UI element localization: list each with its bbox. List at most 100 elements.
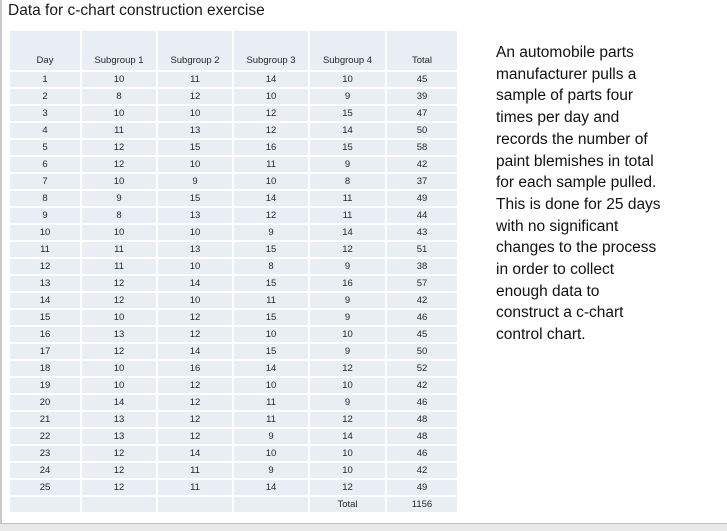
table-cell: 12: [310, 361, 385, 376]
table-cell: 11: [158, 480, 232, 495]
table-row: 21 13 12 11 12 48: [10, 412, 457, 427]
table-row: 7 10 9 10 8 37: [10, 174, 457, 189]
table-cell: 16: [10, 327, 80, 342]
table-cell: 15: [158, 140, 232, 155]
table-cell: 11: [10, 242, 80, 257]
table-cell: 15: [10, 310, 80, 325]
column-header: Subgroup 4: [310, 31, 385, 70]
table-body: 1 10 11 14 10 45 2 8 12 10 9 39 3 10 10 12 15 47 4 11 13 12 14…: [10, 72, 457, 495]
table-cell: 4: [10, 123, 80, 138]
table-cell: 48: [387, 412, 457, 427]
table-cell: 15: [234, 242, 308, 257]
table-cell: 46: [387, 446, 457, 461]
table-cell: 12: [158, 395, 232, 410]
table-cell: 11: [310, 208, 385, 223]
table-cell: 14: [234, 72, 308, 87]
table-cell: 10: [82, 361, 156, 376]
table-cell: 9: [310, 259, 385, 274]
table-cell: 10: [234, 174, 308, 189]
table-cell: 38: [387, 259, 457, 274]
table-cell: 13: [158, 242, 232, 257]
table-cell: 3: [10, 106, 80, 121]
table-cell: 12: [82, 276, 156, 291]
table-cell: 12: [82, 344, 156, 359]
table-cell: 11: [234, 395, 308, 410]
table-cell: 9: [158, 174, 232, 189]
table-row: 2 8 12 10 9 39: [10, 89, 457, 104]
table-cell: 9: [310, 344, 385, 359]
table-row: 17 12 14 15 9 50: [10, 344, 457, 359]
table-cell: 13: [158, 208, 232, 223]
table-row: 5 12 15 16 15 58: [10, 140, 457, 155]
table-cell: 44: [387, 208, 457, 223]
table-cell: 13: [82, 412, 156, 427]
table-cell: 12: [82, 446, 156, 461]
table-cell: 58: [387, 140, 457, 155]
table-row: 14 12 10 11 9 42: [10, 293, 457, 308]
horizontal-scrollbar-track[interactable]: [0, 523, 727, 531]
table-cell: 37: [387, 174, 457, 189]
table-cell: 50: [387, 123, 457, 138]
table-cell: 57: [387, 276, 457, 291]
page-title: Data for c-chart construction exercise: [8, 2, 265, 19]
table-cell: 12: [310, 412, 385, 427]
table-cell: 39: [387, 89, 457, 104]
table-cell: 13: [10, 276, 80, 291]
table-cell: 5: [10, 140, 80, 155]
table-cell: 49: [387, 480, 457, 495]
table-cell: 9: [82, 191, 156, 206]
total-row: Total 1156: [10, 497, 457, 512]
column-header: Subgroup 2: [158, 31, 232, 70]
table-cell: 10: [310, 378, 385, 393]
table-cell: 16: [158, 361, 232, 376]
table-cell: 9: [234, 225, 308, 240]
table-cell: 14: [234, 361, 308, 376]
column-header: Total: [387, 31, 457, 70]
table-cell: 16: [234, 140, 308, 155]
table-cell: 13: [82, 429, 156, 444]
table-cell: 47: [387, 106, 457, 121]
table-cell: 10: [10, 225, 80, 240]
table-cell: 12: [82, 480, 156, 495]
table-cell: 10: [82, 378, 156, 393]
table-cell: 6: [10, 157, 80, 172]
table-row: 8 9 15 14 11 49: [10, 191, 457, 206]
table-cell: 12: [10, 259, 80, 274]
table-row: 12 11 10 8 9 38: [10, 259, 457, 274]
table-cell: 11: [158, 72, 232, 87]
table-cell: 11: [234, 293, 308, 308]
table-cell: 52: [387, 361, 457, 376]
table-row: 23 12 14 10 10 46: [10, 446, 457, 461]
table-cell: 12: [158, 310, 232, 325]
table-cell: 14: [310, 429, 385, 444]
table-cell: 12: [158, 412, 232, 427]
table-cell: 22: [10, 429, 80, 444]
table-cell: 9: [310, 395, 385, 410]
table-cell: 42: [387, 463, 457, 478]
table-cell: 25: [10, 480, 80, 495]
table-cell: 14: [234, 191, 308, 206]
table-cell: 15: [310, 106, 385, 121]
table-cell: 10: [234, 327, 308, 342]
table-cell: 10: [310, 327, 385, 342]
table-cell: 11: [82, 242, 156, 257]
table-cell-empty: [234, 497, 308, 512]
table-cell: 45: [387, 327, 457, 342]
table-cell: 8: [82, 89, 156, 104]
table-cell: 46: [387, 310, 457, 325]
column-header: Subgroup 1: [82, 31, 156, 70]
table-cell: 12: [234, 123, 308, 138]
table-cell: 12: [158, 429, 232, 444]
table-cell: 42: [387, 293, 457, 308]
table-cell: 10: [158, 157, 232, 172]
table-cell: 9: [10, 208, 80, 223]
table-cell: 11: [82, 123, 156, 138]
table-cell: 43: [387, 225, 457, 240]
table-row: 10 10 10 9 14 43: [10, 225, 457, 240]
total-label: Total: [310, 497, 385, 512]
table-cell-empty: [10, 497, 80, 512]
table-row: 4 11 13 12 14 50: [10, 123, 457, 138]
table-cell: 12: [310, 242, 385, 257]
table-cell: 14: [310, 225, 385, 240]
table-cell: 11: [82, 259, 156, 274]
